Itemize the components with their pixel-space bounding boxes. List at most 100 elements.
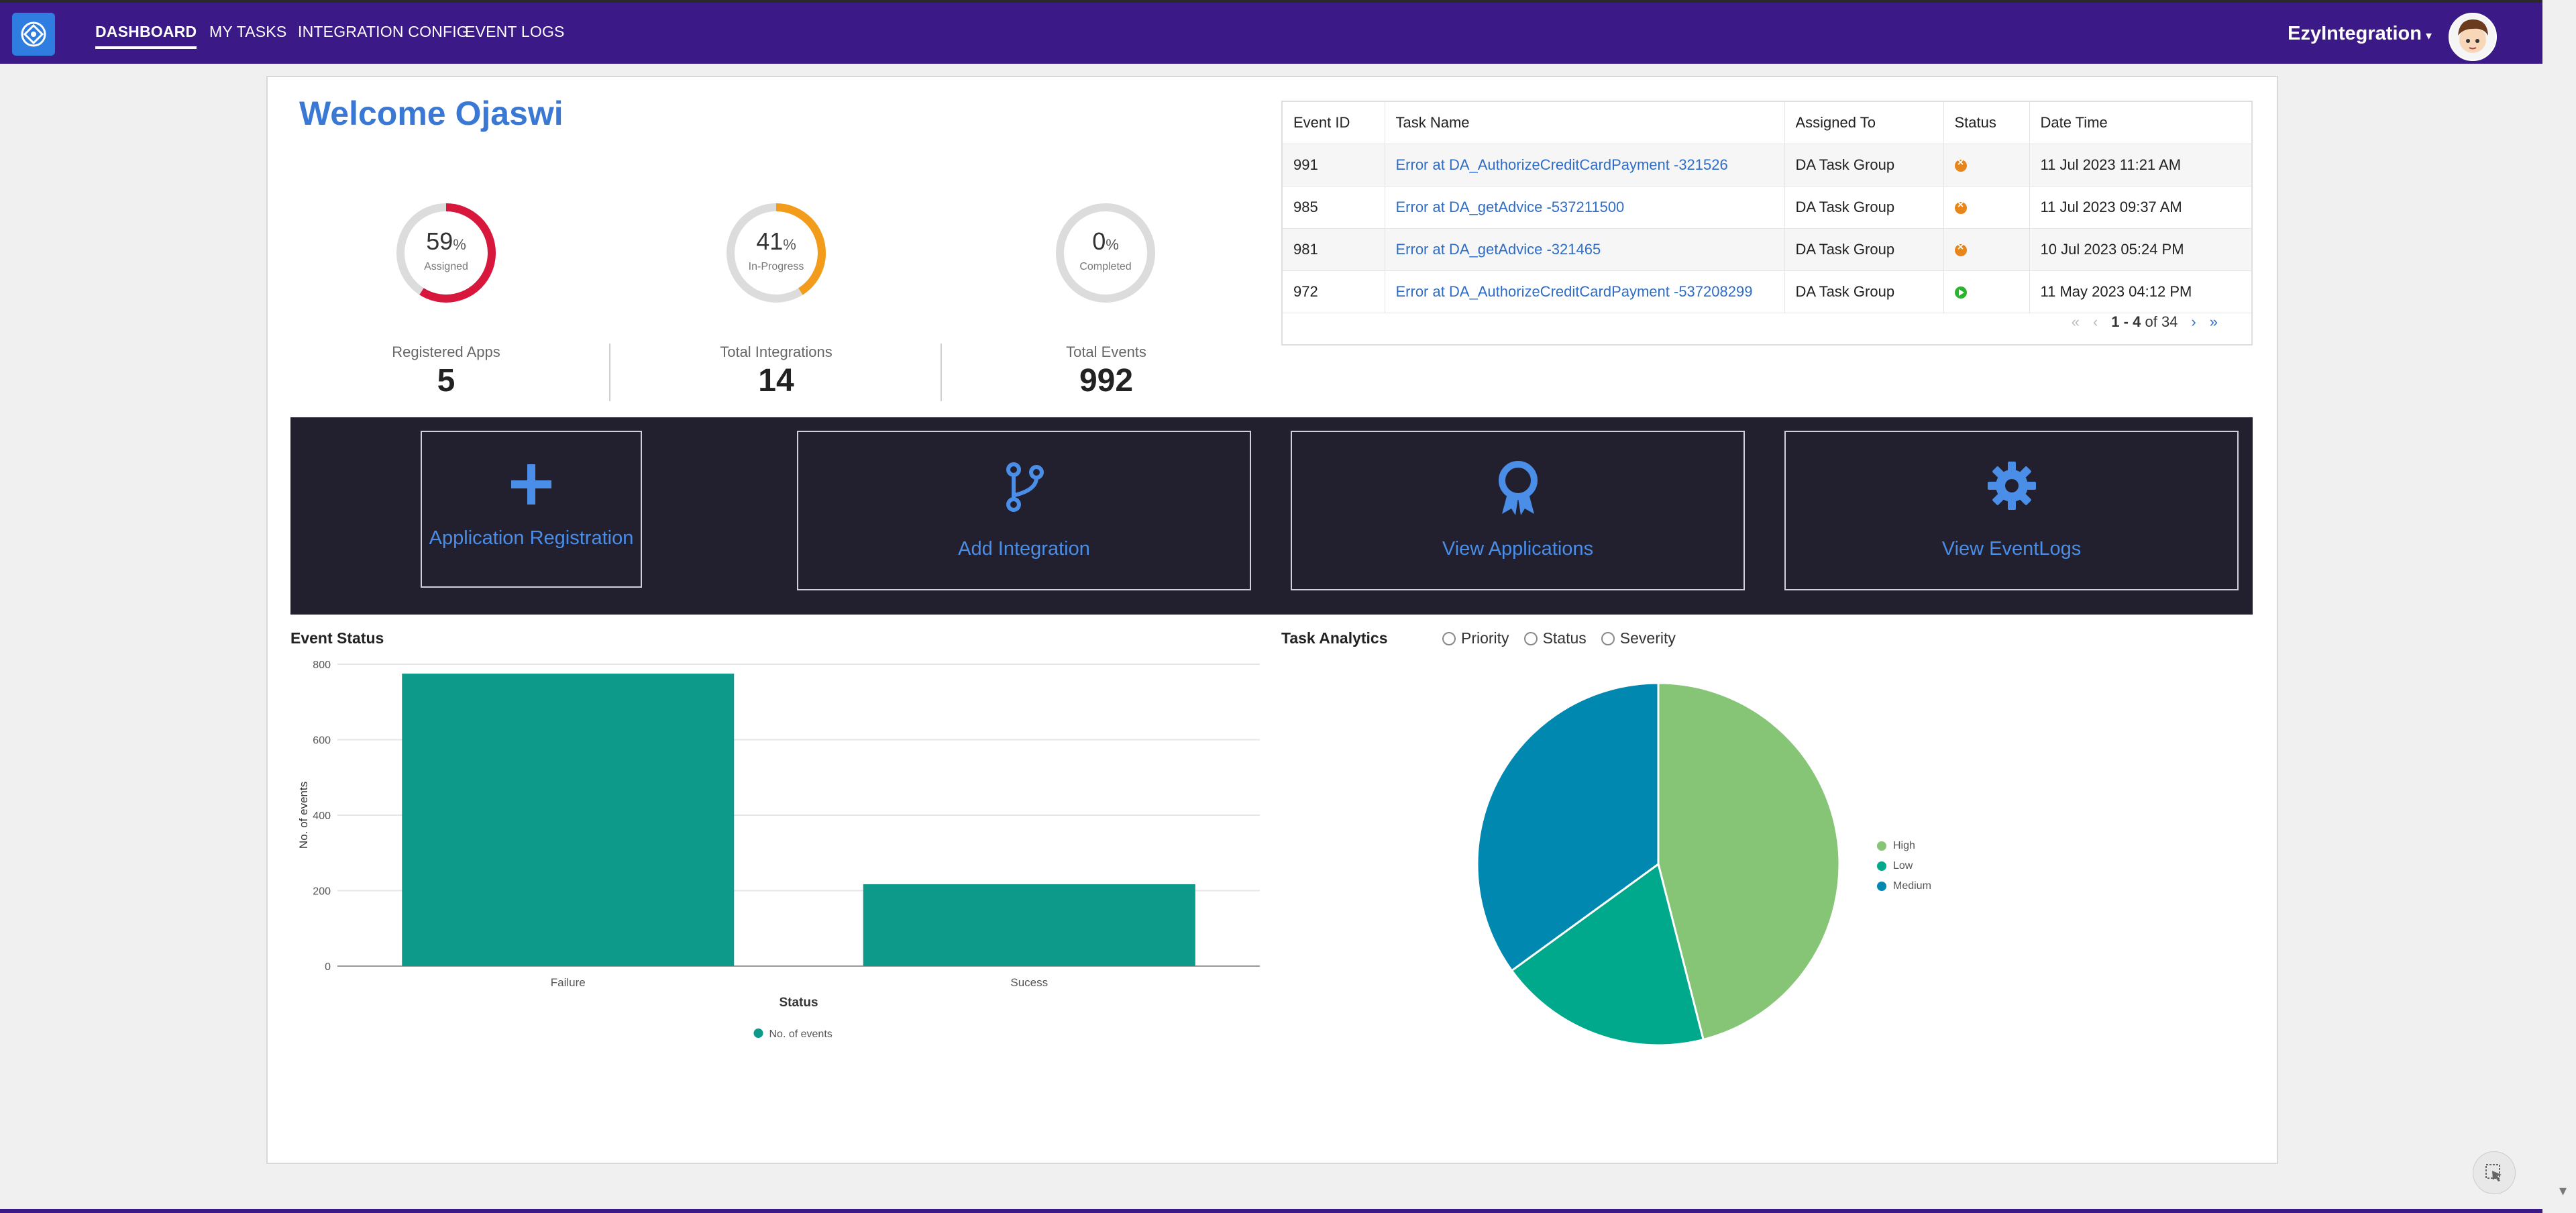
gear-icon [1786, 460, 2237, 515]
column-header-assigned-to[interactable]: Assigned To [1784, 102, 1944, 144]
analytics-filter-radios: Priority Status Severity [1442, 629, 1676, 647]
gauge-label: In-Progress [748, 261, 804, 272]
task-link[interactable]: Error at DA_getAdvice -321465 [1395, 241, 1601, 258]
y-tick-label: 600 [313, 735, 331, 747]
stat-value-total-integrations: 14 [758, 363, 794, 399]
gauge-value: 0% [1092, 227, 1119, 255]
task-name-cell: Error at DA_getAdvice -321465 [1385, 228, 1785, 271]
pie-slice [1510, 862, 1705, 1047]
tile-label: View EventLogs [1941, 538, 2082, 560]
table-row: 981 Error at DA_getAdvice -321465 DA Tas… [1283, 228, 2251, 271]
radio-label: Priority [1461, 629, 1509, 647]
date-time-cell: 10 Jul 2023 05:24 PM [2029, 228, 2251, 271]
gauge-arc [396, 203, 496, 303]
brand-name: EzyIntegration [2288, 23, 2422, 44]
nav-event-logs[interactable]: EVENT LOGS [465, 23, 565, 40]
assigned-to-cell: DA Task Group [1784, 186, 1944, 229]
task-link[interactable]: Error at DA_getAdvice -537211500 [1395, 199, 1625, 215]
gauge-value: 59% [426, 227, 466, 255]
workspace-dropdown[interactable]: EzyIntegration ▾ [2288, 23, 2432, 45]
table-pager: « ‹ 1 - 4 of 34 › » [2072, 313, 2218, 331]
view-eventlogs-button[interactable]: View EventLogs [1784, 431, 2239, 590]
first-page-icon[interactable]: « [2071, 313, 2080, 330]
branch-icon [798, 460, 1250, 517]
gauge-label: Assigned [424, 261, 468, 272]
table-row: 972 Error at DA_AuthorizeCreditCardPayme… [1283, 270, 2251, 313]
column-header-date-time[interactable]: Date Time [2029, 102, 2251, 144]
welcome-heading: Welcome Ojaswi [299, 95, 564, 132]
gauge-assigned: 59% Assigned [394, 201, 498, 305]
y-tick-label: 0 [325, 961, 331, 973]
gauge-track [1056, 203, 1155, 303]
award-icon [1292, 460, 1743, 520]
radio-status[interactable]: Status [1523, 629, 1587, 647]
date-time-cell: 11 Jul 2023 09:37 AM [2029, 186, 2251, 229]
task-analytics-pie-chart [1476, 682, 1841, 1047]
y-tick-label: 200 [313, 886, 331, 898]
task-link[interactable]: Error at DA_AuthorizeCreditCardPayment -… [1395, 156, 1728, 173]
gauge-in-progress: 41% In-Progress [724, 201, 828, 305]
recent-events-table: Event ID Task Name Assigned To Status Da… [1281, 101, 2253, 346]
x-axis-label: Status [779, 996, 818, 1010]
last-page-icon[interactable]: » [2209, 313, 2218, 330]
application-registration-button[interactable]: Application Registration [421, 431, 642, 588]
cursor-select-button[interactable] [2473, 1151, 2516, 1194]
bottom-border [0, 1209, 2542, 1213]
chevron-down-icon: ▾ [2425, 29, 2432, 42]
y-axis-label: No. of events [297, 782, 310, 849]
table-row: 985 Error at DA_getAdvice -537211500 DA … [1283, 186, 2251, 229]
task-name-cell: Error at DA_AuthorizeCreditCardPayment -… [1385, 270, 1785, 313]
pie-slice [1657, 682, 1841, 1041]
tile-label: Add Integration [958, 538, 1090, 560]
event-id-cell: 991 [1283, 144, 1385, 187]
pie-slice [1476, 682, 1660, 972]
view-applications-button[interactable]: View Applications [1291, 431, 1745, 590]
legend-item[interactable]: High [1877, 840, 1915, 852]
radio-severity[interactable]: Severity [1601, 629, 1676, 647]
stat-value-registered-apps: 5 [437, 363, 455, 399]
page-scrollbar[interactable]: ▾ [2542, 0, 2576, 1213]
nav-integration-config[interactable]: INTEGRATION CONFIG [298, 23, 469, 40]
date-time-cell: 11 Jul 2023 11:21 AM [2029, 144, 2251, 187]
task-analytics-title: Task Analytics [1281, 629, 1388, 647]
next-page-icon[interactable]: › [2191, 313, 2196, 330]
play-status-icon [1954, 286, 1967, 299]
y-tick-label: 800 [313, 660, 331, 671]
error-status-icon [1954, 199, 1967, 214]
user-avatar[interactable] [2449, 13, 2497, 61]
status-cell [1943, 270, 2030, 313]
event-status-title: Event Status [290, 629, 384, 647]
stat-value-total-events: 992 [1079, 363, 1134, 399]
radio-label: Severity [1619, 629, 1676, 647]
event-id-cell: 981 [1283, 228, 1385, 271]
tile-label: Application Registration [429, 527, 634, 549]
radio-circle-icon [1442, 631, 1456, 645]
task-name-cell: Error at DA_AuthorizeCreditCardPayment -… [1385, 144, 1785, 187]
app-logo-icon[interactable] [12, 13, 55, 56]
legend-swatch [1877, 882, 1886, 891]
nav-my-tasks[interactable]: MY TASKS [209, 23, 287, 40]
nav-dashboard[interactable]: DASHBOARD [95, 23, 197, 49]
legend-swatch [1877, 841, 1886, 851]
column-header-task-name[interactable]: Task Name [1385, 102, 1785, 144]
radio-priority[interactable]: Priority [1442, 629, 1509, 647]
legend-label: Medium [1893, 880, 1931, 892]
gauge-label: Completed [1079, 261, 1132, 272]
error-status-icon [1954, 157, 1967, 172]
table-row: 991 Error at DA_AuthorizeCreditCardPayme… [1283, 144, 2251, 187]
status-cell [1943, 144, 2030, 187]
legend-item[interactable]: Low [1877, 860, 1913, 872]
event-id-cell: 972 [1283, 270, 1385, 313]
task-link[interactable]: Error at DA_AuthorizeCreditCardPayment -… [1395, 283, 1753, 300]
legend-label: High [1893, 840, 1915, 851]
column-header-status[interactable]: Status [1943, 102, 2030, 144]
top-nav-bar: DASHBOARD MY TASKS INTEGRATION CONFIG EV… [0, 0, 2542, 64]
legend-item[interactable]: Medium [1877, 880, 1931, 892]
status-cell [1943, 228, 2030, 271]
prev-page-icon[interactable]: ‹ [2092, 313, 2098, 330]
add-integration-button[interactable]: Add Integration [797, 431, 1251, 590]
error-status-icon [1954, 242, 1967, 256]
stat-label-total-integrations: Total Integrations [720, 344, 833, 360]
scroll-down-icon[interactable]: ▾ [2559, 1182, 2567, 1199]
column-header-event-id[interactable]: Event ID [1283, 102, 1385, 144]
